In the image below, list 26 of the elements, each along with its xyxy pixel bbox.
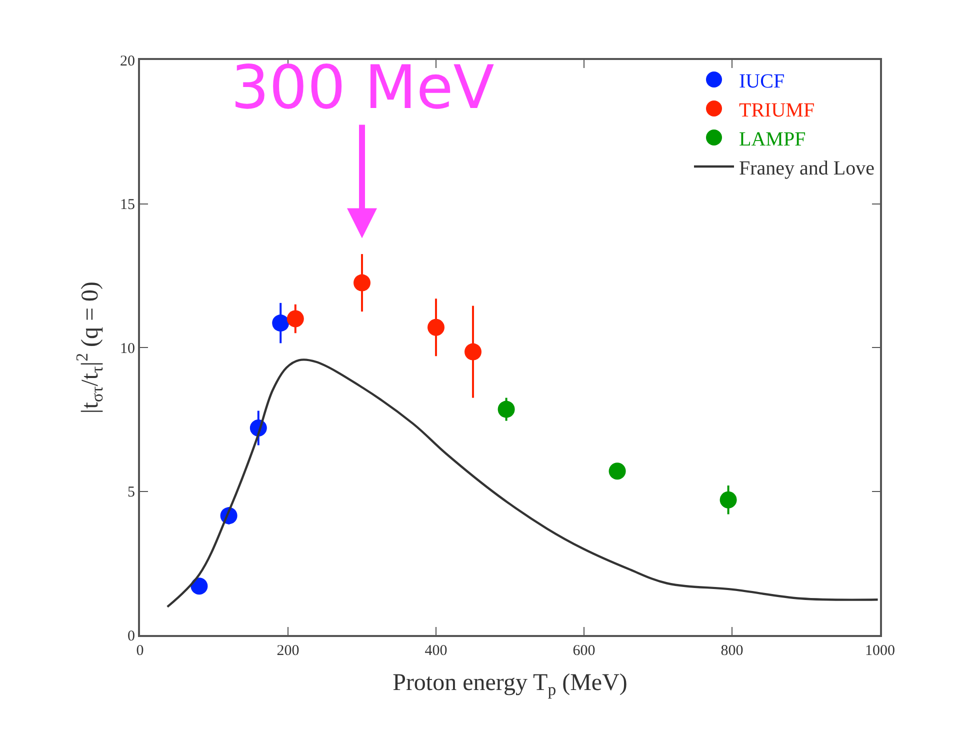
point (286, 310, 304, 328)
legend-label: LAMPF (739, 128, 806, 150)
x-tick-label: 200 (276, 643, 300, 659)
point (190, 578, 208, 595)
point (608, 462, 626, 480)
x-tick-label: 600 (572, 643, 596, 659)
x-tick-label: 1000 (865, 643, 895, 659)
line-series (166, 358, 879, 608)
y-tick-label: 0 (128, 628, 135, 644)
point (354, 274, 370, 292)
annotation: 300 MeV (231, 53, 494, 123)
point (498, 400, 515, 418)
point (428, 318, 444, 336)
x-tick-label: 400 (424, 643, 448, 659)
point (272, 314, 290, 332)
x-axis-title: Proton energy T$_{p}$ (MeV) (392, 670, 628, 699)
x-tick-label: 800 (720, 643, 744, 659)
legend-label: TRIUMF (739, 99, 815, 122)
y-tick-label: 15 (120, 197, 135, 213)
point (464, 343, 482, 360)
point (720, 491, 737, 508)
legend-label: Franey and Love (739, 157, 875, 180)
y-tick-label: 20 (120, 53, 135, 70)
y-tick-label: 10 (120, 340, 135, 357)
legend-label: IUCF (739, 70, 785, 92)
y-tick-label: 5 (128, 484, 135, 500)
